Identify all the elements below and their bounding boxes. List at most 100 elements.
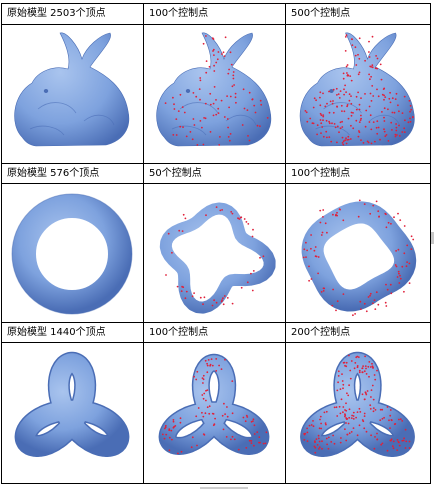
control-point <box>346 72 348 74</box>
control-point <box>343 361 346 364</box>
control-point <box>369 292 372 295</box>
control-point <box>318 448 320 450</box>
control-point <box>230 211 233 213</box>
horizontal-scroll-indicator[interactable] <box>200 487 248 489</box>
row-divider <box>2 24 430 25</box>
control-point <box>377 210 380 213</box>
control-point <box>199 77 202 79</box>
control-point <box>364 355 366 358</box>
control-point <box>241 124 244 126</box>
control-point <box>234 92 237 95</box>
control-point <box>179 421 182 424</box>
control-point <box>346 392 348 395</box>
control-point <box>193 292 195 294</box>
control-point <box>383 87 386 90</box>
control-point <box>385 226 388 229</box>
control-point <box>344 36 347 38</box>
control-point <box>339 388 342 390</box>
control-point <box>328 120 330 123</box>
control-point <box>209 131 212 133</box>
control-point <box>372 95 375 97</box>
control-point <box>201 394 204 396</box>
control-point <box>344 84 346 87</box>
control-point <box>332 111 335 114</box>
control-point <box>316 124 319 127</box>
control-point <box>342 77 345 80</box>
control-point <box>335 406 338 409</box>
control-point <box>395 265 398 268</box>
control-point <box>322 209 325 211</box>
control-point <box>347 74 350 77</box>
control-point <box>314 255 317 258</box>
control-point <box>394 423 397 425</box>
control-point <box>349 377 352 380</box>
control-point <box>348 99 351 102</box>
control-point <box>383 120 386 122</box>
scrollbar-thumb[interactable] <box>431 232 434 244</box>
control-point <box>326 443 328 446</box>
control-point <box>222 297 224 300</box>
control-point <box>264 442 267 445</box>
control-point <box>229 133 232 135</box>
control-point <box>348 432 351 435</box>
caption-knot-original: 原始模型 1440个顶点 <box>7 327 106 338</box>
control-point <box>247 135 249 137</box>
control-point <box>354 54 357 57</box>
control-point <box>325 410 328 413</box>
control-point <box>322 114 325 116</box>
control-point <box>199 120 202 122</box>
control-point <box>391 97 394 100</box>
control-point <box>250 442 253 444</box>
control-point <box>193 124 196 126</box>
control-point <box>208 405 211 408</box>
control-point <box>258 436 261 438</box>
control-point <box>185 290 188 293</box>
control-point <box>173 108 176 110</box>
control-point <box>220 300 223 303</box>
control-point <box>246 109 249 111</box>
control-point <box>389 91 391 94</box>
control-point <box>199 98 201 101</box>
control-point <box>343 88 345 91</box>
control-point <box>233 84 235 86</box>
row-divider <box>2 183 430 184</box>
control-point <box>338 405 341 408</box>
control-point <box>363 203 366 205</box>
control-point <box>372 204 375 207</box>
control-point <box>165 274 167 276</box>
control-point <box>348 408 351 411</box>
knot-100-points-render <box>144 343 285 483</box>
control-point <box>229 95 232 98</box>
control-point <box>310 247 312 250</box>
control-point <box>346 64 349 66</box>
control-point <box>385 305 388 307</box>
control-point <box>368 40 370 43</box>
control-point <box>240 286 243 289</box>
control-point <box>250 272 252 275</box>
knot-mesh <box>300 351 415 457</box>
control-point <box>248 91 251 94</box>
control-point <box>346 433 349 436</box>
row-divider <box>2 342 430 343</box>
control-point <box>365 109 368 112</box>
control-point <box>349 138 352 140</box>
control-point <box>355 356 358 359</box>
control-point <box>346 139 349 141</box>
control-point <box>181 106 184 108</box>
control-point <box>398 282 401 284</box>
control-point <box>213 86 216 88</box>
control-point <box>376 432 378 435</box>
control-point <box>253 444 255 447</box>
control-point <box>376 120 379 123</box>
control-point <box>357 91 359 94</box>
control-point <box>370 100 373 102</box>
control-point <box>343 110 346 113</box>
control-point <box>347 138 350 141</box>
control-point <box>391 129 393 131</box>
control-point <box>211 37 214 40</box>
control-point <box>226 406 228 408</box>
control-point <box>356 411 359 413</box>
control-point <box>401 265 404 268</box>
control-point <box>383 107 386 110</box>
control-point <box>371 66 374 69</box>
